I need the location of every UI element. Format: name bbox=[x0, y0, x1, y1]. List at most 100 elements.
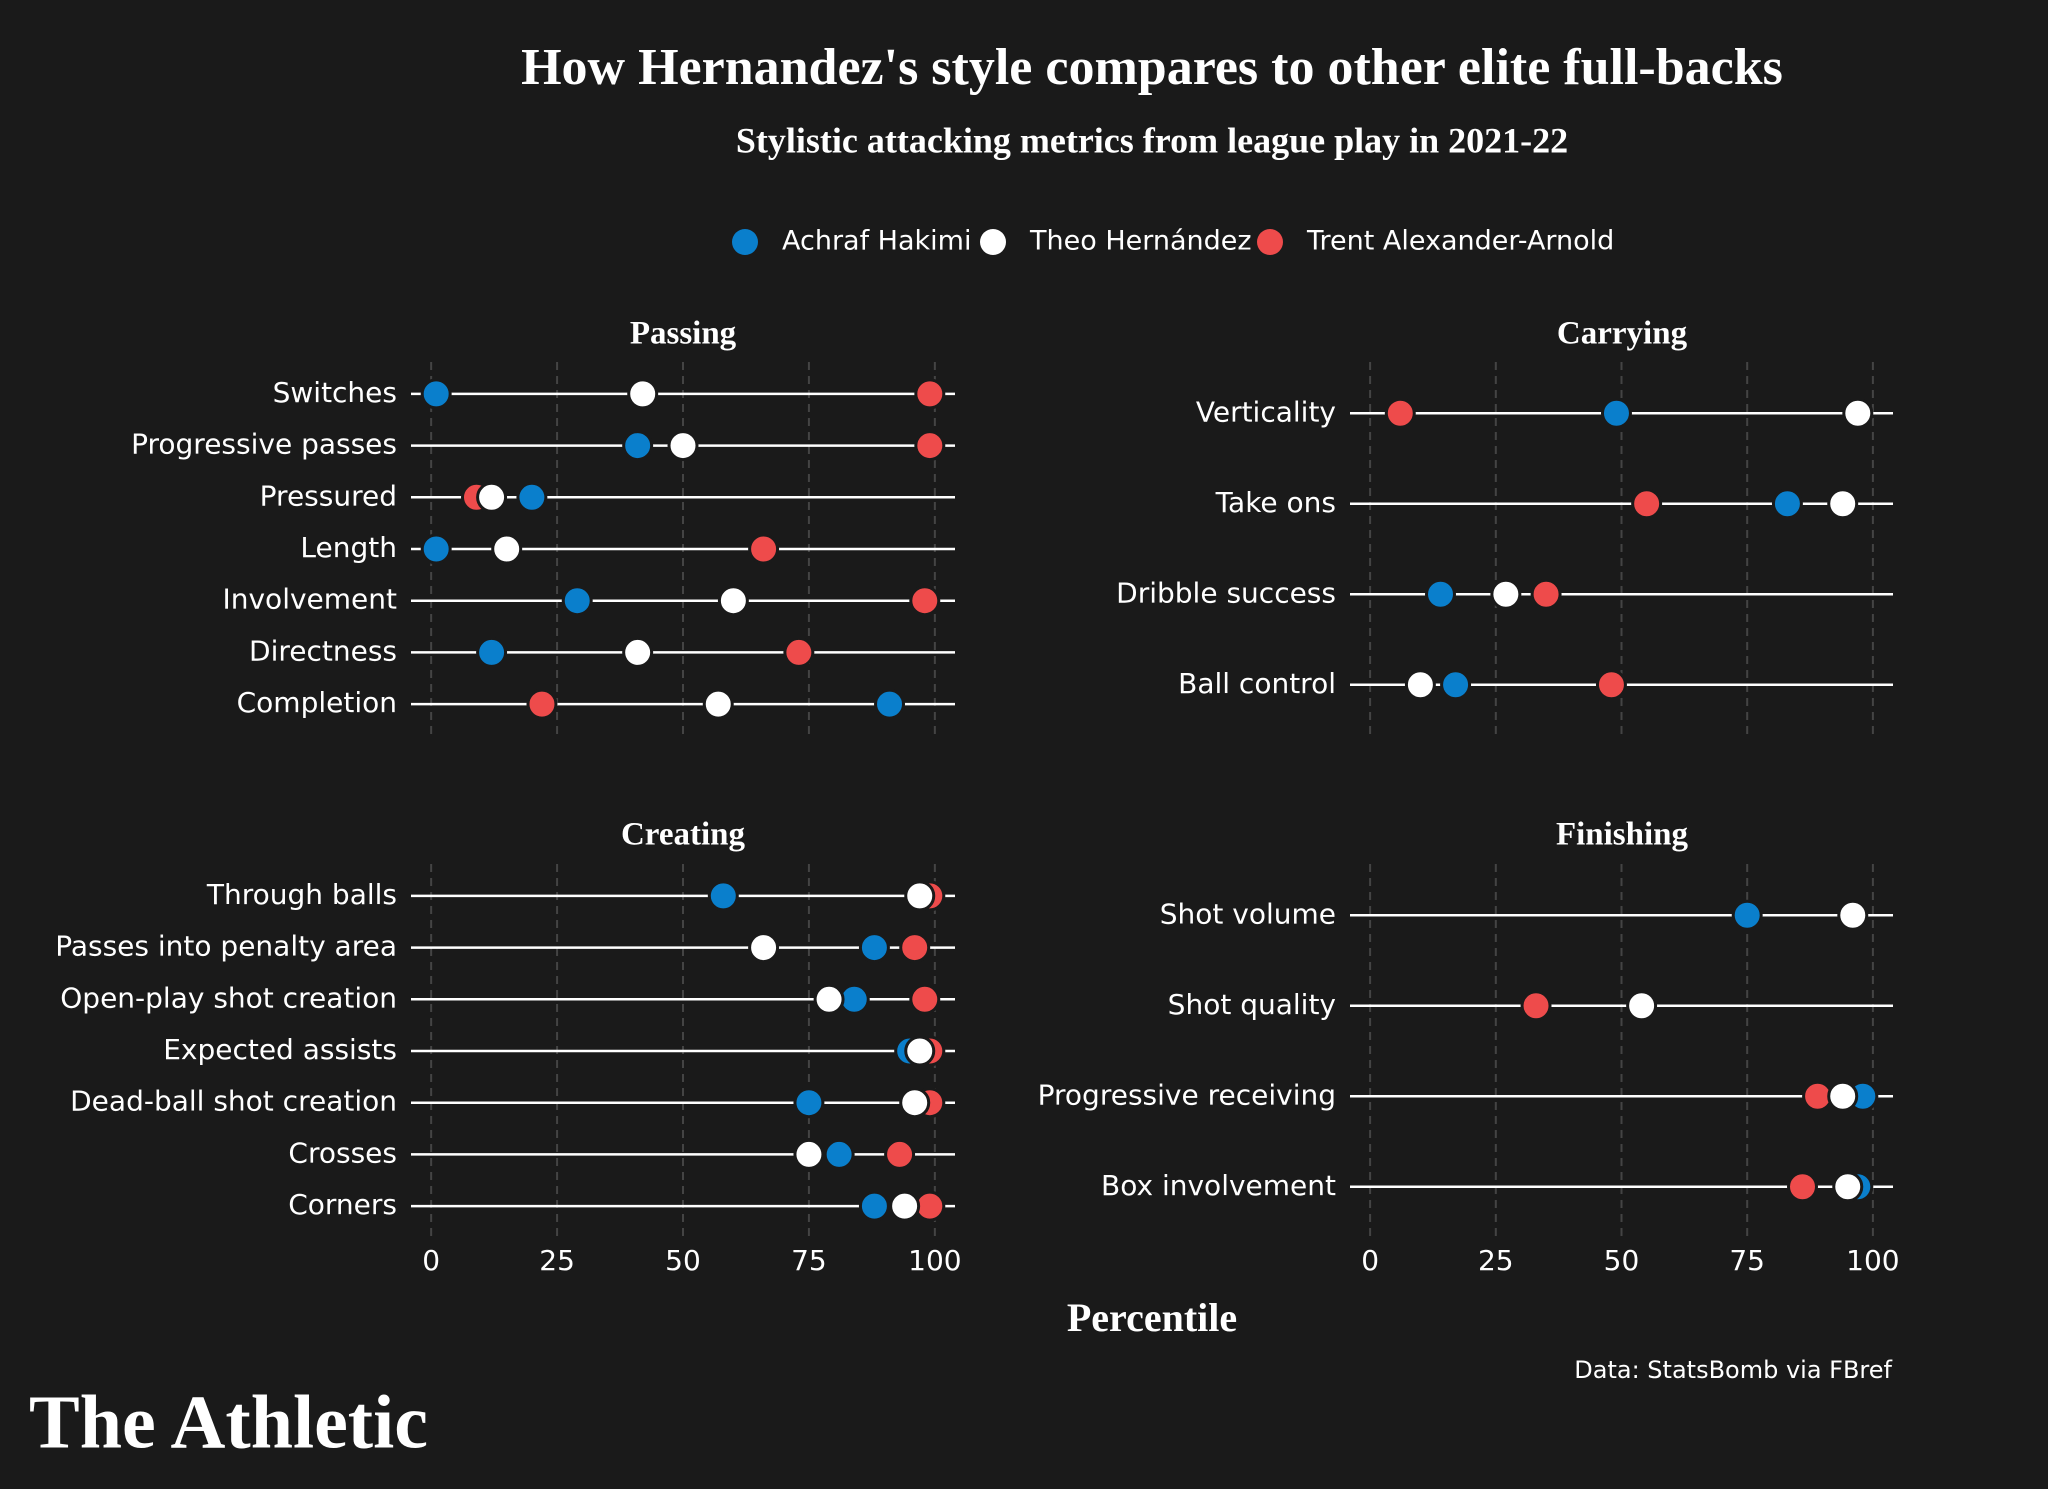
dot bbox=[874, 688, 906, 720]
dot bbox=[476, 481, 508, 513]
dot bbox=[884, 1138, 916, 1170]
dot bbox=[491, 533, 523, 565]
chart-subtitle: Stylistic attacking metrics from league … bbox=[736, 120, 1568, 160]
dot bbox=[561, 585, 593, 617]
category-label: Corners bbox=[288, 1188, 397, 1221]
dot bbox=[1787, 1171, 1818, 1203]
dot bbox=[904, 1035, 936, 1067]
dot bbox=[793, 1138, 825, 1170]
dot bbox=[717, 585, 749, 617]
category-label: Verticality bbox=[1196, 395, 1336, 428]
dot bbox=[1490, 578, 1522, 610]
category-label: Crosses bbox=[288, 1136, 397, 1169]
panel-title: Passing bbox=[630, 316, 737, 352]
x-tick-label: 75 bbox=[791, 1244, 827, 1277]
category-label: Pressured bbox=[260, 479, 397, 512]
category-label: Through balls bbox=[206, 878, 397, 911]
dot bbox=[793, 1087, 825, 1119]
dot bbox=[1600, 397, 1632, 429]
dot bbox=[889, 1190, 921, 1222]
panel-title: Creating bbox=[621, 817, 746, 853]
x-axis-label: Percentile bbox=[1067, 1295, 1237, 1340]
panel-title: Finishing bbox=[1556, 817, 1689, 853]
dot bbox=[526, 688, 558, 720]
dot bbox=[1626, 990, 1658, 1022]
dot bbox=[1384, 397, 1416, 429]
dot bbox=[914, 378, 946, 410]
source-note: Data: StatsBomb via FBref bbox=[1574, 1356, 1892, 1384]
x-tick-label: 100 bbox=[908, 1244, 961, 1277]
dot bbox=[622, 430, 654, 462]
category-label: Passes into penalty area bbox=[55, 930, 397, 963]
legend-label: Theo Hernández bbox=[1029, 226, 1252, 257]
dot bbox=[1842, 397, 1874, 429]
x-tick-label: 50 bbox=[1604, 1244, 1640, 1277]
dot bbox=[904, 880, 936, 912]
category-label: Take ons bbox=[1215, 486, 1336, 519]
dot bbox=[1832, 1171, 1864, 1203]
dot bbox=[783, 636, 815, 668]
category-label: Progressive receiving bbox=[1038, 1078, 1336, 1111]
dot bbox=[1771, 488, 1803, 520]
dot bbox=[702, 688, 734, 720]
category-label: Shot quality bbox=[1168, 988, 1336, 1021]
dot bbox=[899, 932, 931, 964]
dot bbox=[1530, 578, 1562, 610]
category-label: Shot volume bbox=[1160, 897, 1336, 930]
dot bbox=[476, 636, 508, 668]
category-label: Open-play shot creation bbox=[60, 981, 397, 1014]
dot bbox=[667, 430, 699, 462]
category-label: Completion bbox=[237, 686, 397, 719]
category-label: Box involvement bbox=[1101, 1169, 1336, 1202]
x-tick-label: 75 bbox=[1729, 1244, 1765, 1277]
category-label: Ball control bbox=[1178, 667, 1336, 700]
category-label: Dead-ball shot creation bbox=[70, 1085, 397, 1118]
dot bbox=[899, 1087, 931, 1119]
dot bbox=[1631, 488, 1663, 520]
dot bbox=[909, 983, 941, 1015]
dot bbox=[1595, 669, 1627, 701]
legend-label: Trent Alexander-Arnold bbox=[1306, 226, 1614, 257]
legend-marker bbox=[1257, 229, 1283, 255]
x-tick-label: 100 bbox=[1846, 1244, 1899, 1277]
dot bbox=[420, 378, 452, 410]
category-label: Involvement bbox=[222, 583, 397, 616]
logo: The Athletic bbox=[29, 1380, 428, 1464]
dot bbox=[813, 983, 845, 1015]
dot bbox=[1520, 990, 1552, 1022]
dot bbox=[707, 880, 739, 912]
dot bbox=[1731, 899, 1763, 931]
x-tick-label: 25 bbox=[539, 1244, 575, 1277]
dot bbox=[1425, 578, 1456, 610]
category-label: Switches bbox=[273, 376, 397, 409]
dot bbox=[748, 932, 780, 964]
legend-label: Achraf Hakimi bbox=[782, 226, 971, 257]
legend-marker bbox=[732, 229, 758, 255]
panel-title: Carrying bbox=[1557, 316, 1688, 352]
chart-title: How Hernandez's style compares to other … bbox=[521, 39, 1783, 96]
dot bbox=[1827, 488, 1859, 520]
dot bbox=[823, 1138, 855, 1170]
category-label: Progressive passes bbox=[131, 428, 397, 461]
category-label: Length bbox=[300, 531, 397, 564]
dot bbox=[858, 932, 890, 964]
category-label: Expected assists bbox=[163, 1033, 397, 1066]
dot bbox=[909, 585, 941, 617]
dot bbox=[1404, 669, 1436, 701]
category-label: Dribble success bbox=[1116, 576, 1336, 609]
x-tick-label: 0 bbox=[1361, 1244, 1379, 1277]
dot bbox=[516, 481, 548, 513]
dot bbox=[1837, 899, 1869, 931]
dot bbox=[1827, 1080, 1859, 1112]
x-tick-label: 50 bbox=[665, 1244, 701, 1277]
category-label: Directness bbox=[249, 634, 397, 667]
legend-marker bbox=[980, 229, 1006, 255]
dot bbox=[748, 533, 780, 565]
dot bbox=[914, 430, 946, 462]
x-tick-label: 25 bbox=[1478, 1244, 1514, 1277]
dot bbox=[858, 1190, 890, 1222]
dot bbox=[1440, 669, 1472, 701]
dot bbox=[622, 636, 654, 668]
